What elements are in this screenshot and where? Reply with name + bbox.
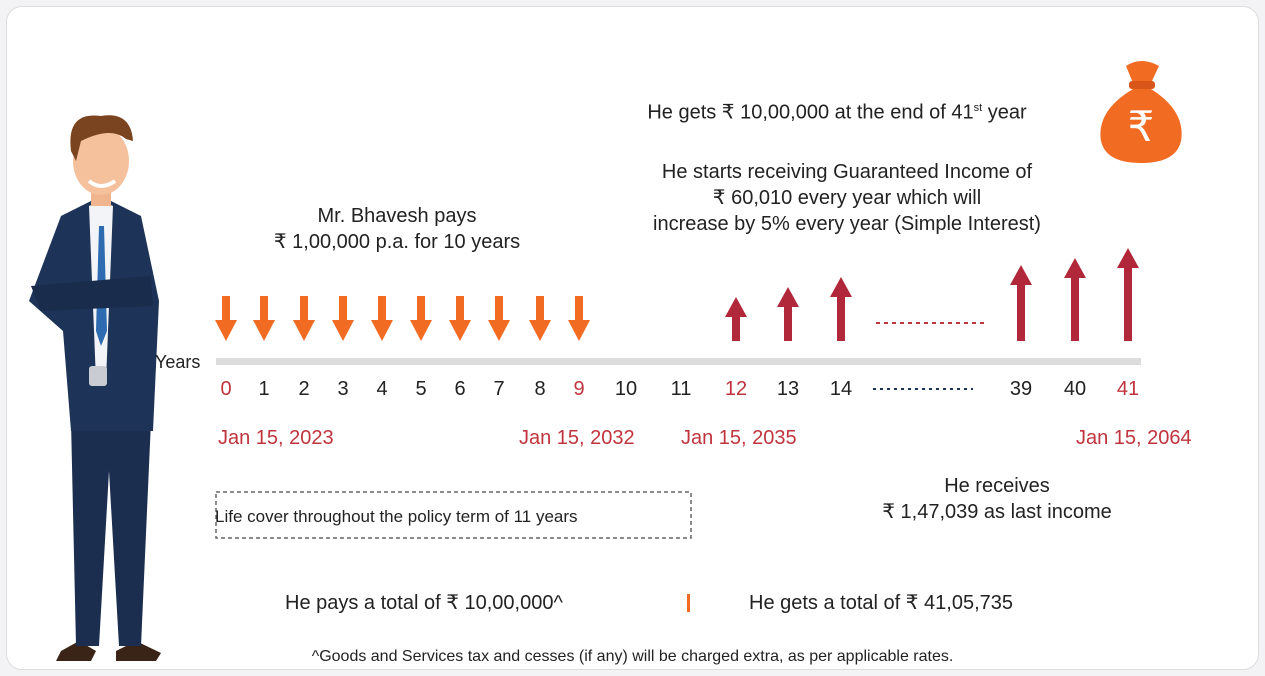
line: increase by 5% every year (Simple Intere… (653, 213, 1041, 235)
sup: st (973, 102, 983, 114)
arrow (777, 287, 799, 341)
year-label: 12 (724, 378, 748, 400)
years-label: Years (155, 352, 201, 372)
separator (687, 594, 690, 612)
date-label: Jan 15, 2032 (519, 427, 635, 449)
arrow (293, 296, 315, 341)
arrow (1064, 258, 1086, 341)
artwork: ₹ (29, 61, 1182, 661)
line: He starts receiving Guaranteed Income of (661, 161, 1033, 183)
life-cover: Life cover throughout the policy term of… (215, 507, 578, 526)
year-label: 11 (670, 378, 692, 400)
year-label: 7 (493, 378, 505, 400)
arrow (529, 296, 551, 341)
date-label: Jan 15, 2035 (681, 427, 797, 449)
year-label: 2 (298, 378, 310, 400)
year-label: 5 (415, 378, 427, 400)
year-label: 1 (258, 378, 270, 400)
arrow (725, 297, 747, 341)
arrow (488, 296, 510, 341)
year-label: 4 (376, 378, 388, 400)
last-income: He receives ₹ 1,47,039 as last income (847, 473, 1147, 525)
total-pays: He pays a total of ₹ 10,00,000^ (285, 592, 563, 614)
year-label: 14 (829, 378, 853, 400)
total-gets: He gets a total of ₹ 41,05,735 (749, 592, 1014, 614)
arrow (371, 296, 393, 341)
year-label: 39 (1009, 378, 1033, 400)
year-label: 0 (220, 378, 232, 400)
income-note: He starts receiving Guaranteed Income of… (587, 159, 1107, 237)
year-label: 6 (454, 378, 466, 400)
line: ₹ 1,00,000 p.a. for 10 years (273, 231, 521, 253)
arrow (410, 296, 432, 341)
arrow (215, 296, 237, 341)
money-bag-icon: ₹ (1100, 61, 1182, 163)
line: Mr. Bhavesh pays (317, 205, 477, 227)
year-label: 10 (614, 378, 638, 400)
arrow (449, 296, 471, 341)
arrow (253, 296, 275, 341)
text: He gets ₹ 10,00,000 at the end of 41 (647, 101, 974, 124)
footnote: ^Goods and Services tax and cesses (if a… (311, 648, 954, 665)
arrow (830, 277, 852, 341)
line: ₹ 60,010 every year which will (712, 187, 982, 209)
man-figure (29, 115, 161, 661)
year-label: 13 (776, 378, 800, 400)
line: ₹ 1,47,039 as last income (882, 501, 1112, 523)
svg-text:₹: ₹ (1128, 102, 1155, 151)
arrow (332, 296, 354, 341)
date-label: Jan 15, 2064 (1076, 427, 1192, 449)
year-label: 3 (337, 378, 349, 400)
life-cover-box (215, 491, 692, 539)
line: He receives (944, 475, 1050, 497)
year-label: 8 (534, 378, 546, 400)
year-label: 9 (573, 378, 585, 400)
arrow (1010, 265, 1032, 341)
date-label: Jan 15, 2023 (218, 427, 334, 449)
arrow (1117, 248, 1139, 341)
arrow (568, 296, 590, 341)
text: year (982, 101, 1027, 124)
card: ₹ He gets ₹ 10,00,000 at the end of 41st… (6, 6, 1259, 670)
year-label: 40 (1063, 378, 1087, 400)
top-note: He gets ₹ 10,00,000 at the end of 41st y… (567, 95, 1107, 126)
pay-note: Mr. Bhavesh pays ₹ 1,00,000 p.a. for 10 y… (237, 203, 557, 255)
timeline-bar (216, 358, 1141, 365)
year-label: 41 (1116, 378, 1140, 400)
